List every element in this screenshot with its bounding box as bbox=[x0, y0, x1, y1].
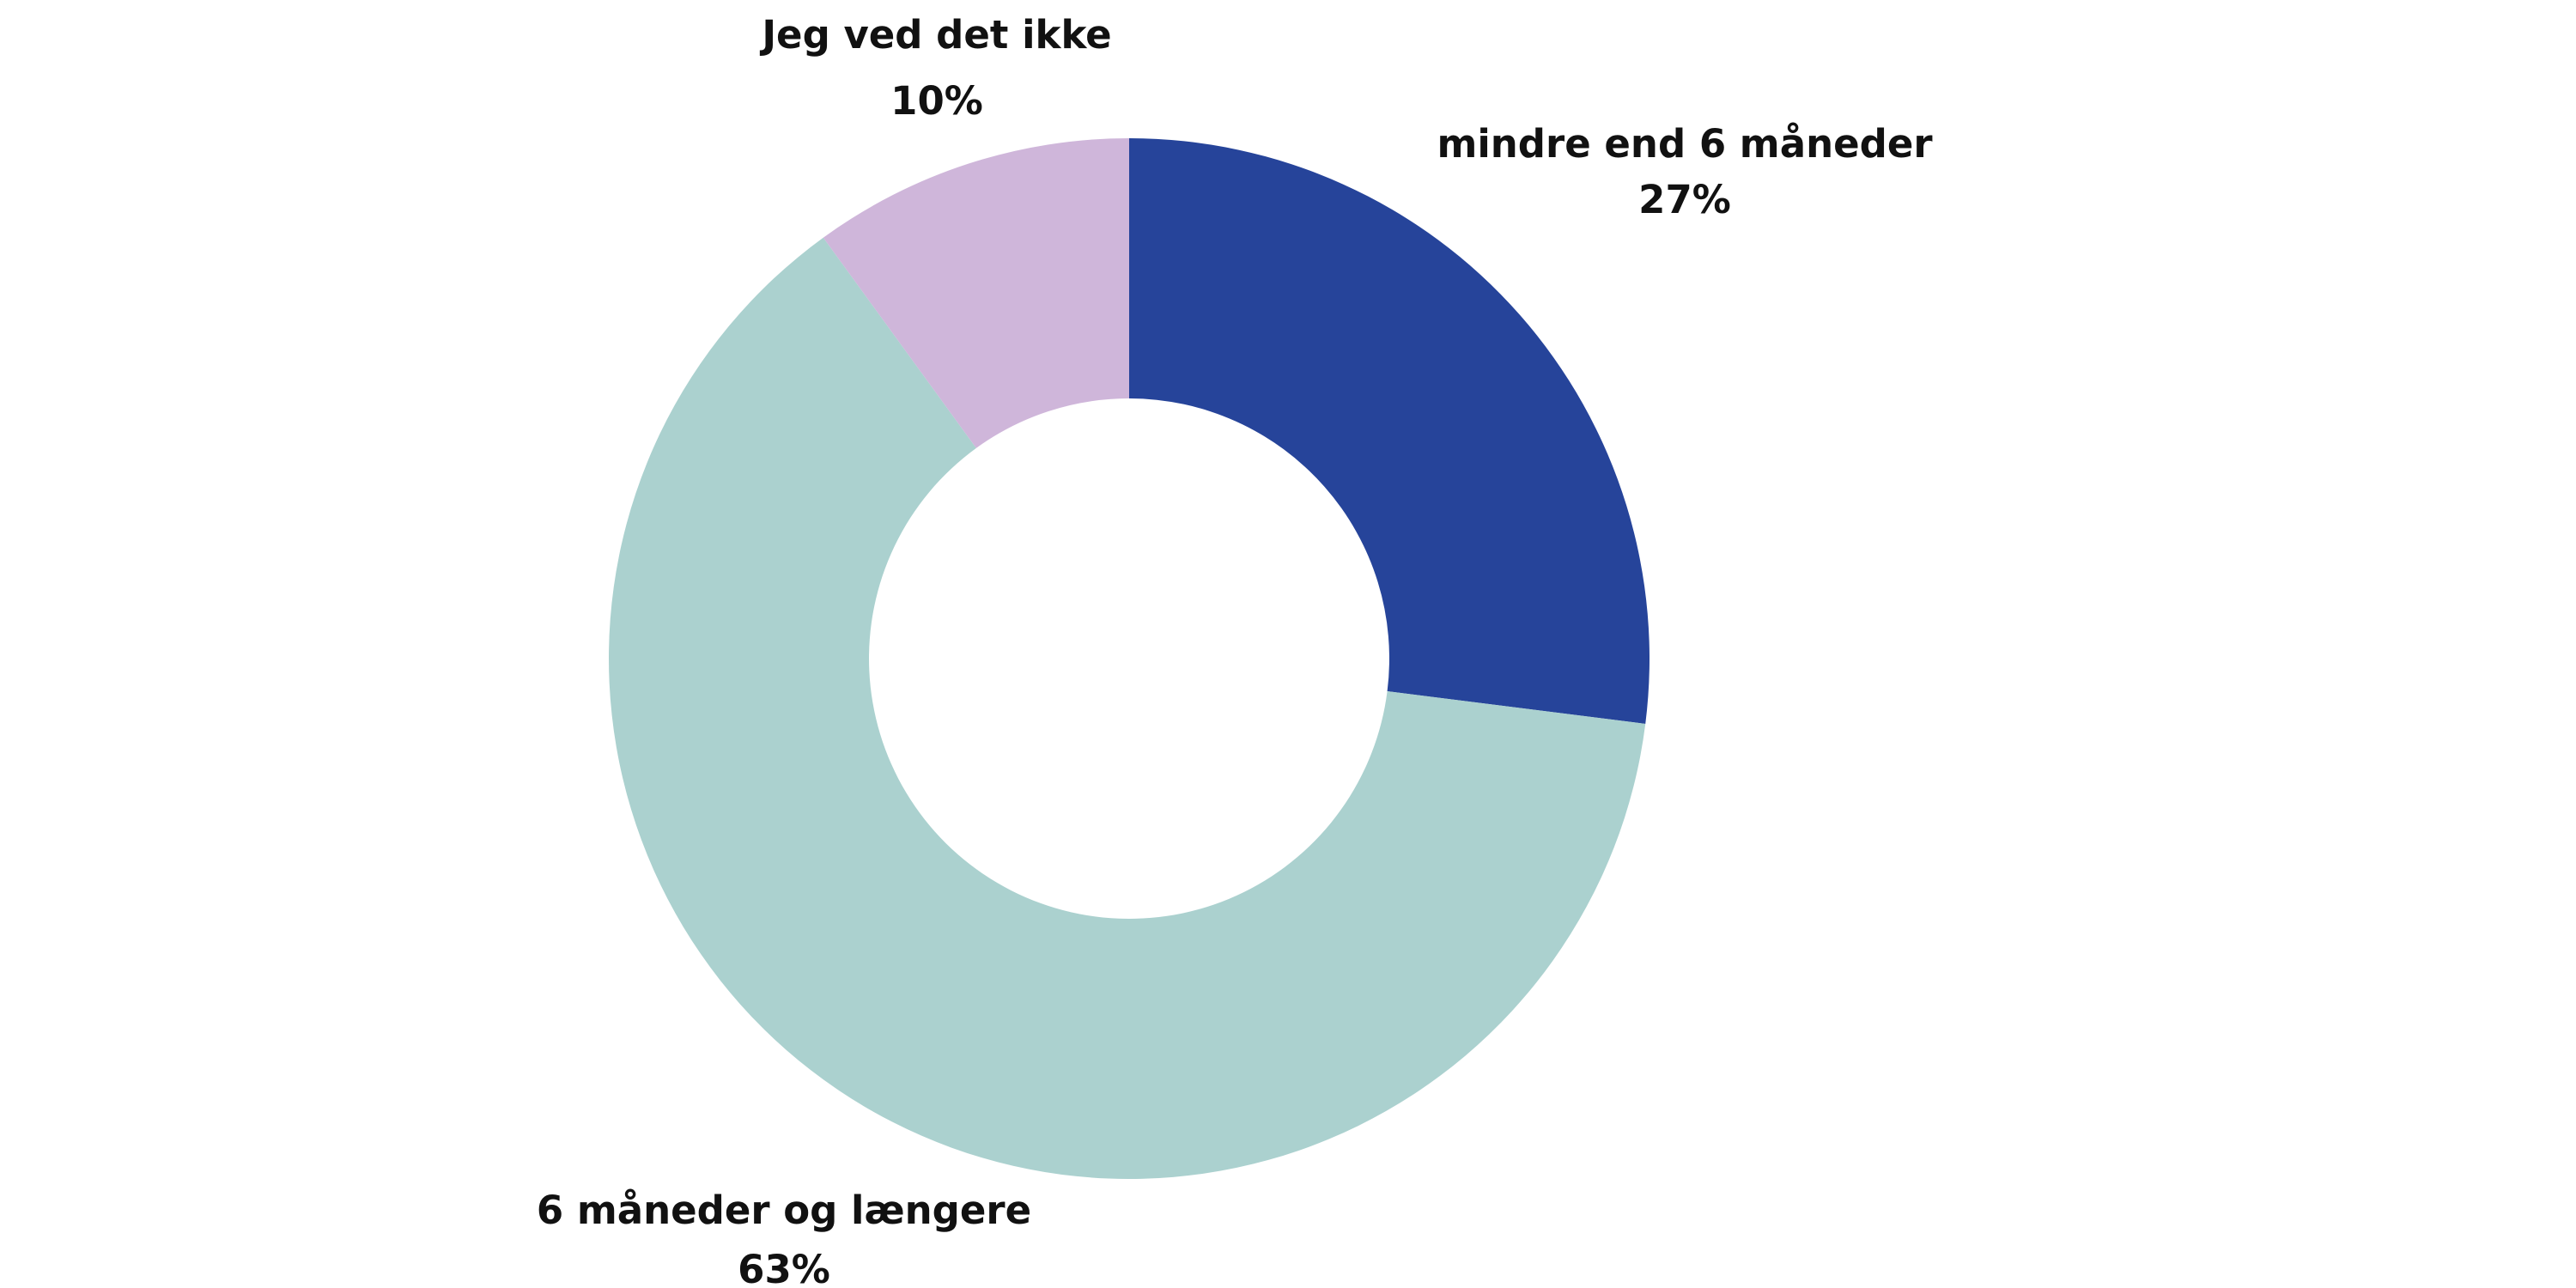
donut-slice-2 bbox=[609, 237, 1646, 1179]
donut-slices bbox=[609, 138, 1649, 1179]
slice-value-6-maaneder-og-laengere: 63% bbox=[738, 1247, 830, 1288]
donut-slice-1 bbox=[1129, 138, 1649, 724]
slice-label-jeg-ved-det-ikke: Jeg ved det ikke bbox=[759, 12, 1111, 58]
slice-label-6-maaneder-og-laengere: 6 måneder og længere bbox=[537, 1188, 1031, 1233]
donut-slice-3 bbox=[823, 138, 1129, 448]
slice-label-mindre-end-6-maaneder: mindre end 6 måneder bbox=[1437, 121, 1933, 167]
slice-value-mindre-end-6-maaneder: 27% bbox=[1638, 177, 1731, 222]
slice-value-jeg-ved-det-ikke: 10% bbox=[890, 78, 983, 124]
